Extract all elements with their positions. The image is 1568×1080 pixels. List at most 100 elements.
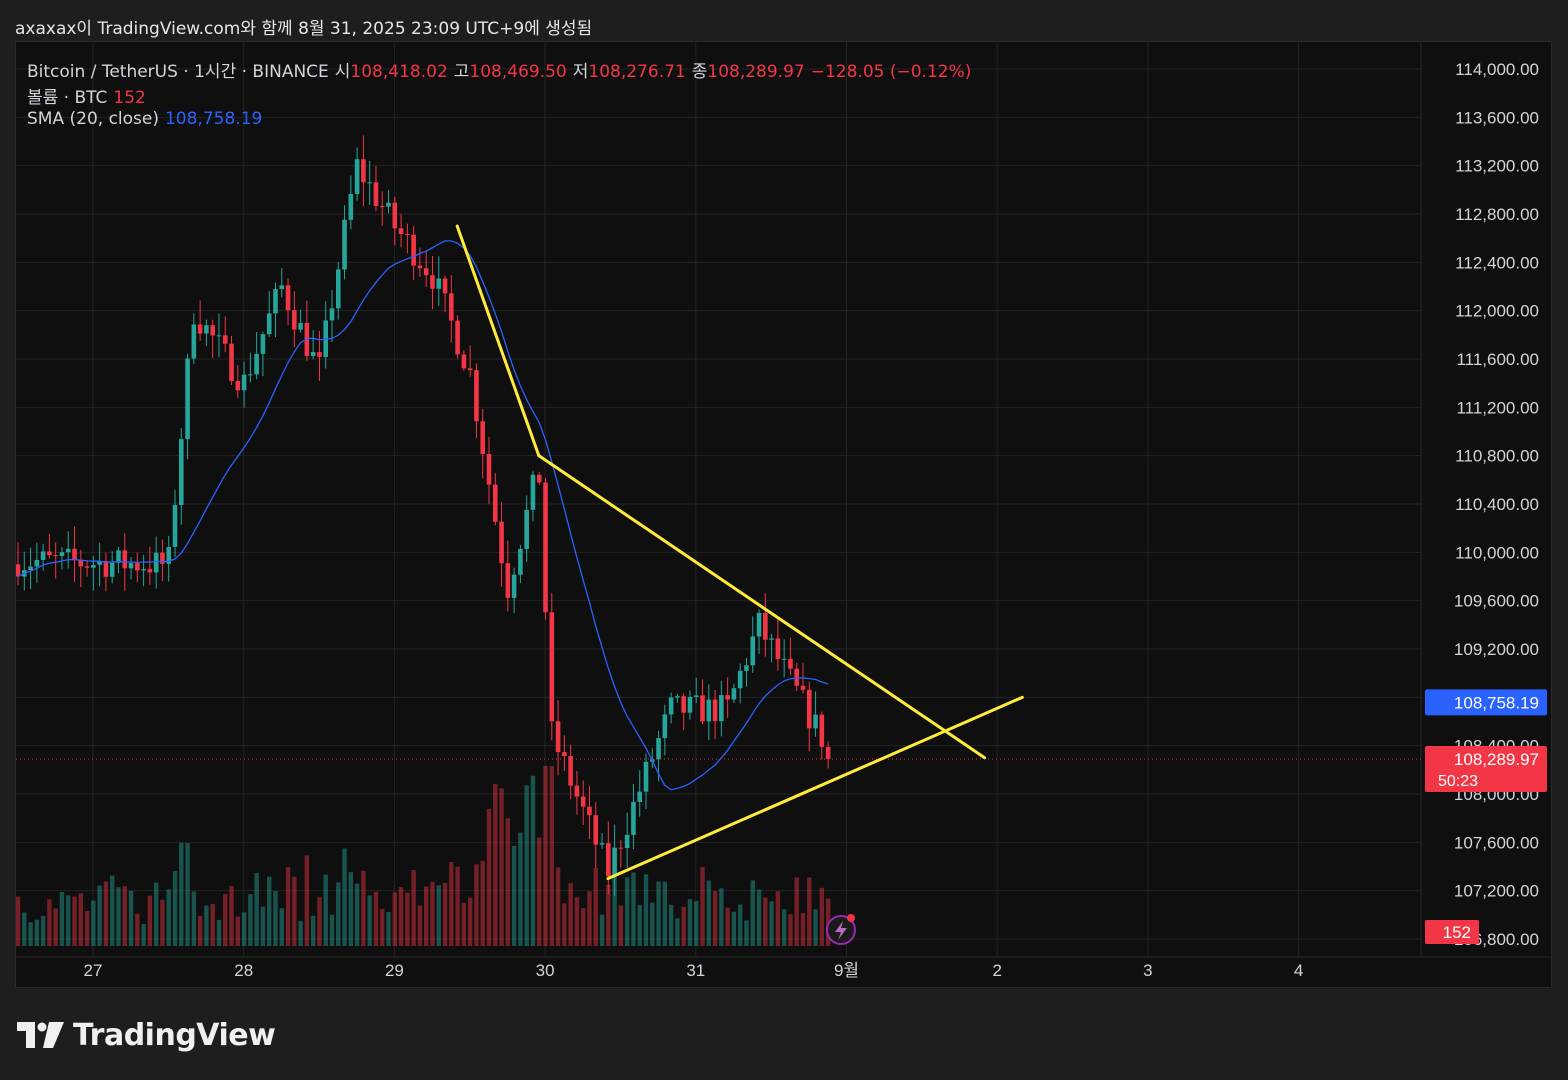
legend-sma-label[interactable]: SMA (20, close)	[27, 109, 159, 129]
candle-body[interactable]	[467, 368, 473, 371]
candle-body[interactable]	[549, 612, 555, 722]
candle-body[interactable]	[329, 308, 335, 321]
candle-body[interactable]	[47, 551, 52, 556]
candle-body[interactable]	[788, 658, 793, 669]
candle-body[interactable]	[606, 843, 611, 877]
candle-body[interactable]	[417, 265, 423, 269]
candle-body[interactable]	[693, 695, 699, 697]
candle-body[interactable]	[34, 559, 40, 567]
candle-body[interactable]	[637, 791, 643, 802]
candle-body[interactable]	[731, 688, 737, 700]
candle-body[interactable]	[763, 612, 768, 640]
candle-body[interactable]	[442, 278, 448, 294]
candle-body[interactable]	[28, 566, 33, 571]
candle-body[interactable]	[248, 374, 253, 376]
candle-body[interactable]	[317, 351, 322, 357]
candle-body[interactable]	[580, 796, 586, 807]
candle-body[interactable]	[128, 563, 134, 569]
candle-body[interactable]	[273, 289, 278, 314]
candle-body[interactable]	[700, 695, 705, 722]
candle-body[interactable]	[612, 847, 617, 877]
candle-body[interactable]	[675, 696, 680, 698]
candle-body[interactable]	[266, 313, 272, 335]
candle-body[interactable]	[166, 546, 172, 564]
candle-body[interactable]	[367, 182, 372, 184]
candle-body[interactable]	[524, 509, 529, 549]
trendline[interactable]	[537, 454, 987, 760]
candle-body[interactable]	[530, 474, 536, 510]
candle-body[interactable]	[135, 563, 140, 571]
candle-body[interactable]	[386, 202, 391, 207]
candle-body[interactable]	[505, 563, 511, 598]
chart-panel[interactable]: 114,000.00 113,600.00 113,200.00 112,800.00…	[15, 41, 1552, 988]
candle-body[interactable]	[354, 159, 360, 194]
candle-body[interactable]	[172, 505, 178, 547]
candle-body[interactable]	[593, 815, 599, 845]
candle-body[interactable]	[806, 689, 812, 729]
candle-body[interactable]	[373, 182, 379, 206]
candle-body[interactable]	[348, 193, 354, 220]
candle-body[interactable]	[204, 325, 209, 334]
candle-body[interactable]	[712, 699, 718, 722]
candle-body[interactable]	[222, 335, 228, 344]
candle-body[interactable]	[756, 612, 762, 637]
candle-body[interactable]	[342, 219, 347, 270]
candle-body[interactable]	[687, 696, 693, 713]
candle-body[interactable]	[587, 806, 592, 816]
candle-body[interactable]	[392, 202, 398, 229]
candle-body[interactable]	[562, 752, 567, 757]
candle-body[interactable]	[430, 275, 435, 289]
candle-body[interactable]	[480, 421, 486, 455]
candle-body[interactable]	[574, 785, 580, 797]
candle-body[interactable]	[618, 847, 624, 849]
candle-body[interactable]	[160, 552, 165, 564]
candle-body[interactable]	[436, 278, 442, 289]
candle-body[interactable]	[229, 343, 234, 381]
candle-body[interactable]	[781, 658, 787, 660]
candle-body[interactable]	[109, 562, 115, 577]
candle-body[interactable]	[103, 560, 109, 577]
candle-body[interactable]	[543, 482, 548, 613]
candle-body[interactable]	[631, 801, 636, 835]
trendline[interactable]	[455, 224, 541, 458]
candle-body[interactable]	[656, 738, 661, 760]
candle-body[interactable]	[725, 695, 730, 700]
candle-body[interactable]	[210, 325, 215, 336]
candle-body[interactable]	[492, 484, 498, 522]
candle-body[interactable]	[78, 559, 84, 567]
candle-body[interactable]	[825, 746, 831, 759]
candle-body[interactable]	[65, 548, 71, 553]
candle-body[interactable]	[178, 439, 184, 506]
candle-body[interactable]	[486, 454, 492, 485]
candle-body[interactable]	[379, 205, 385, 207]
candle-body[interactable]	[518, 548, 523, 575]
candle-body[interactable]	[59, 552, 65, 556]
candle-body[interactable]	[744, 665, 749, 671]
candle-body[interactable]	[737, 670, 743, 689]
candle-body[interactable]	[153, 552, 159, 573]
candle-body[interactable]	[706, 699, 712, 722]
candle-body[interactable]	[292, 310, 297, 330]
candle-body[interactable]	[455, 320, 460, 355]
candle-body[interactable]	[555, 721, 561, 753]
candle-body[interactable]	[304, 322, 310, 357]
candle-body[interactable]	[398, 228, 404, 234]
candle-body[interactable]	[769, 638, 774, 640]
candle-body[interactable]	[813, 714, 818, 729]
legend-volume-label[interactable]: 볼륨 · BTC	[27, 88, 108, 108]
candle-body[interactable]	[800, 685, 806, 690]
candle-body[interactable]	[116, 550, 121, 563]
candle-body[interactable]	[361, 159, 366, 183]
candle-body[interactable]	[474, 370, 479, 422]
candle-body[interactable]	[91, 564, 96, 568]
candle-body[interactable]	[147, 569, 153, 573]
candle-body[interactable]	[719, 695, 724, 722]
candle-body[interactable]	[775, 638, 781, 660]
candle-body[interactable]	[568, 756, 573, 786]
candle-body[interactable]	[405, 233, 410, 235]
candle-body[interactable]	[254, 353, 259, 375]
candle-body[interactable]	[624, 834, 630, 849]
candle-body[interactable]	[260, 334, 266, 354]
candle-body[interactable]	[750, 636, 756, 666]
candle-body[interactable]	[122, 550, 128, 569]
